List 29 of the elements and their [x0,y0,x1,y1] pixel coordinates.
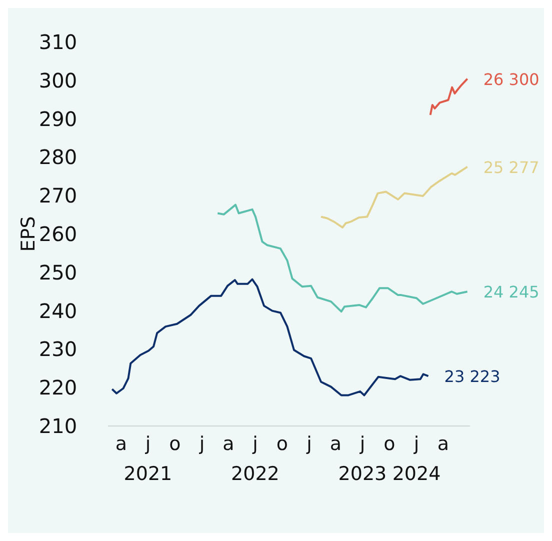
y-tick-label: 260 [38,222,78,246]
series-label: 23 223 [444,367,500,386]
x-tick-label: o [276,433,288,455]
series-label: 24 245 [483,282,540,302]
x-tick-label: a [115,433,128,455]
series-label: 26 300 [483,70,540,89]
x-tick-label: a [330,433,342,455]
y-tick-label: 310 [38,30,78,54]
y-tick-label: 220 [38,376,78,400]
x-tick-label: j [198,433,205,455]
x-tick-label: o [384,433,396,455]
x-tick-label: a [437,433,450,455]
series-label: 25 277 [483,158,540,177]
x-tick-label: a [222,433,234,455]
line-series [216,204,468,313]
y-tick-label: 250 [38,260,78,284]
x-tick-label: j [306,433,312,455]
x-tick-label: o [169,433,181,455]
y-tick-label: 300 [38,68,78,92]
line-series [320,166,468,228]
y-tick-label: 210 [38,414,78,438]
y-axis-title: EPS [18,216,40,252]
y-tick-label: 290 [38,106,78,131]
y-tick-label: 270 [38,184,78,208]
line-series [111,278,430,396]
y-tick-label: 230 [38,337,78,362]
line-series [429,78,468,116]
y-tick-label: 280 [38,145,78,170]
y-tick-label: 240 [38,298,78,323]
